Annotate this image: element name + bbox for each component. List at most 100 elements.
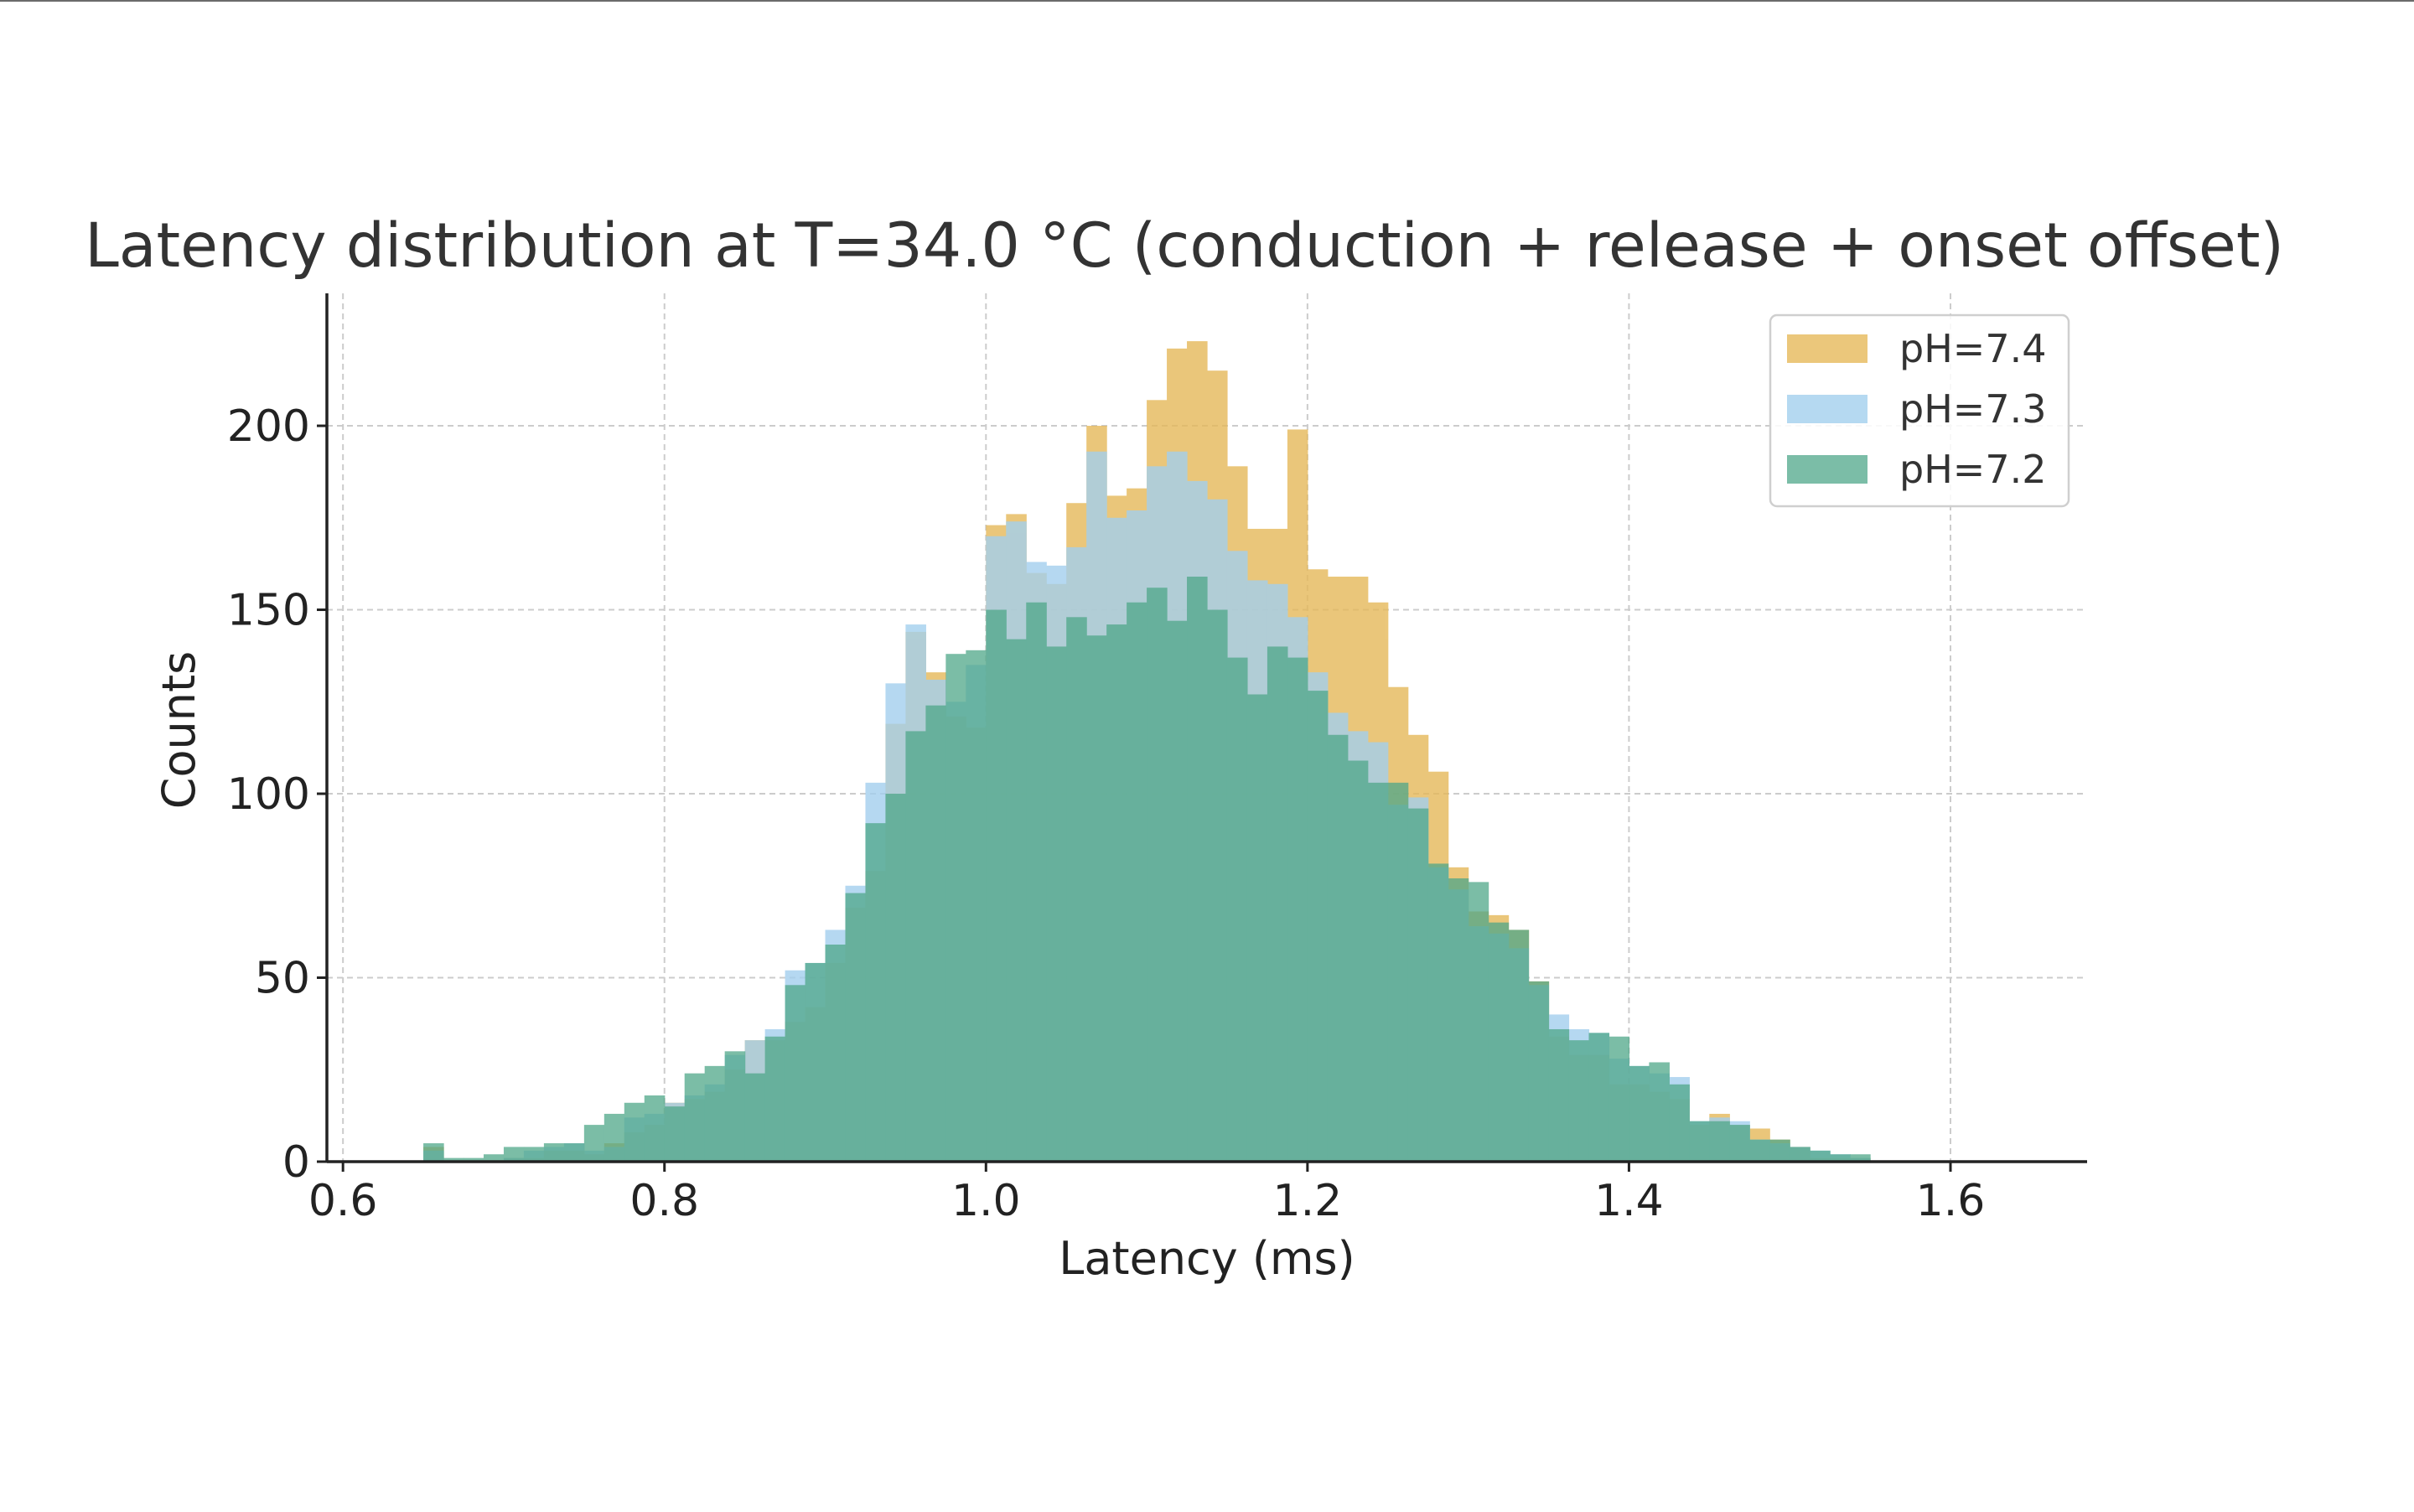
histogram-bar [1588, 1033, 1610, 1162]
histogram-bar [1850, 1154, 1871, 1162]
y-tick-label: 150 [227, 586, 310, 636]
y-tick-label: 100 [227, 769, 310, 820]
histogram-bar [1066, 617, 1087, 1162]
histogram-bar [523, 1147, 545, 1162]
histogram-bar [1006, 639, 1027, 1162]
histogram-bar [483, 1154, 505, 1162]
ticks-layer: 0.6 0.8 1.0 1.2 1.4 1.6 0 50 100 150 200 [227, 401, 1986, 1226]
histogram-bar [1267, 646, 1288, 1162]
histogram-bar [1387, 782, 1409, 1162]
histogram-bar [644, 1095, 666, 1162]
histogram-bar [664, 1106, 686, 1162]
histogram-bar [1287, 657, 1308, 1162]
x-tick-label: 1.2 [1273, 1176, 1343, 1226]
histogram-bar [1367, 782, 1389, 1162]
histogram-bar [845, 893, 867, 1162]
histogram-bar [785, 985, 806, 1162]
histogram-bar [1327, 734, 1349, 1162]
histogram-bar [1649, 1062, 1670, 1162]
histogram-bar [1629, 1065, 1650, 1162]
histogram-bar [805, 962, 826, 1162]
x-tick-label: 1.6 [1916, 1176, 1986, 1226]
histogram-bar [604, 1113, 625, 1162]
chart-title: Latency distribution at T=34.0 °C (condu… [85, 210, 2284, 282]
histogram-bar [1669, 1084, 1690, 1162]
legend-label: pH=7.3 [1899, 386, 2047, 432]
histogram-bar [1508, 929, 1530, 1162]
histogram-bar [443, 1157, 464, 1162]
histogram-bar [966, 650, 987, 1162]
histogram-bar [764, 1036, 786, 1162]
histogram-bar [1106, 624, 1127, 1162]
histogram-bar [1468, 882, 1489, 1162]
histogram-bar [1548, 1028, 1570, 1162]
histogram-bar [1830, 1154, 1851, 1162]
legend-label: pH=7.4 [1899, 326, 2047, 371]
histogram-bar [1448, 878, 1469, 1162]
histogram-bar [503, 1147, 525, 1162]
histogram-bar [684, 1073, 706, 1162]
histogram-bar [1026, 602, 1047, 1162]
histogram-bar [1608, 1036, 1630, 1162]
histogram-bar [1528, 981, 1550, 1162]
histogram-bar [624, 1102, 645, 1162]
histogram-bar [1046, 646, 1067, 1162]
x-tick-label: 0.8 [629, 1176, 699, 1226]
legend-swatch [1787, 334, 1867, 363]
histogram-bar [1167, 620, 1188, 1162]
series-group [423, 577, 1871, 1162]
histogram-bar [945, 654, 966, 1162]
y-tick-label: 200 [227, 401, 310, 452]
histogram-bar [1086, 635, 1107, 1162]
histogram-bar [1147, 588, 1168, 1162]
histogram-bar [1769, 1139, 1790, 1162]
y-axis-label: Counts [153, 651, 205, 810]
histogram-bar [1488, 922, 1510, 1162]
histogram-bar [1810, 1150, 1831, 1162]
histogram-bar [1187, 577, 1208, 1162]
histogram-bar [1347, 760, 1369, 1162]
legend-label: pH=7.2 [1899, 447, 2047, 492]
legend-swatch [1787, 395, 1867, 423]
histogram-bar [563, 1143, 585, 1162]
histogram-bar [1407, 808, 1429, 1162]
y-tick-label: 50 [255, 954, 310, 1004]
bars-layer [423, 341, 1871, 1162]
axes-layer [325, 293, 2087, 1163]
histogram-bar [1427, 863, 1449, 1162]
top-border [0, 0, 2414, 2]
histogram-bar [423, 1143, 444, 1162]
histogram-bar [543, 1143, 565, 1162]
histogram-bar [1790, 1147, 1810, 1162]
histogram-bar [583, 1125, 605, 1162]
histogram-bar [986, 609, 1007, 1162]
histogram-bar [1749, 1139, 1770, 1162]
histogram-bar [1207, 609, 1228, 1162]
histogram-bar [704, 1065, 726, 1162]
histogram-bar [905, 731, 926, 1162]
histogram-bar [865, 823, 887, 1162]
legend-swatch [1787, 455, 1867, 484]
x-tick-label: 1.0 [951, 1176, 1021, 1226]
histogram-bar [1127, 602, 1147, 1162]
histogram-bar [1729, 1125, 1750, 1162]
x-tick-label: 0.6 [308, 1176, 378, 1226]
histogram-bar [825, 945, 847, 1162]
legend-items: pH=7.4 pH=7.3 pH=7.2 [1787, 326, 2047, 492]
histogram-bar [1307, 691, 1329, 1162]
histogram-bar [744, 1073, 766, 1162]
x-tick-label: 1.4 [1594, 1176, 1664, 1226]
histogram-bar [885, 794, 907, 1162]
y-tick-label: 0 [282, 1137, 310, 1188]
histogram-bar [464, 1157, 484, 1162]
histogram-bar [1246, 694, 1268, 1162]
histogram-bar [1226, 657, 1248, 1162]
histogram-bar [1568, 1040, 1590, 1162]
histogram-bar [724, 1051, 746, 1162]
x-axis-label: Latency (ms) [1059, 1232, 1355, 1285]
legend: pH=7.4 pH=7.3 pH=7.2 [1769, 313, 2070, 508]
histogram-bar [1689, 1121, 1710, 1162]
histogram-bar [925, 705, 946, 1162]
